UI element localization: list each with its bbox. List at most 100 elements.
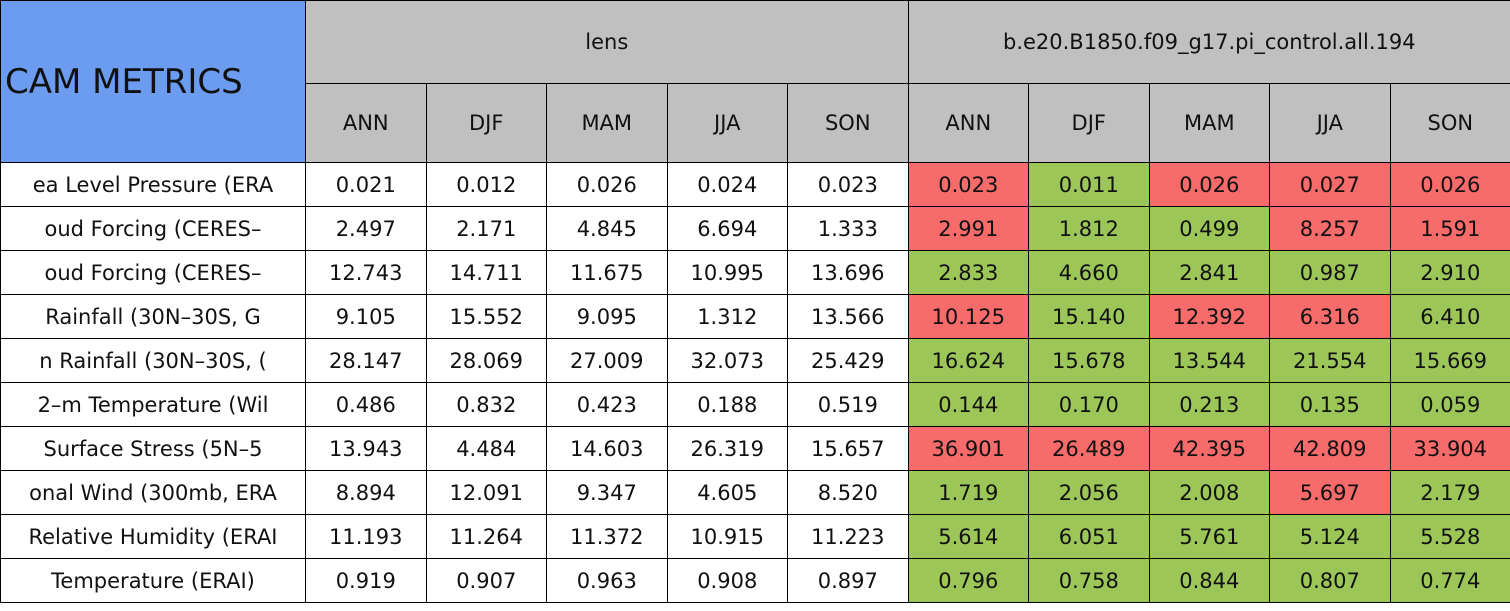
group-header: b.e20.B1850.f09_g17.pi_control.all.194 [907,0,1510,84]
metric-cell: 6.316 [1269,294,1391,339]
metric-cell: 9.095 [546,294,668,339]
metric-cell: 11.675 [546,250,668,295]
season-header: DJF [1028,83,1150,163]
metric-cell: 0.907 [425,558,547,603]
metric-cell: 15.552 [425,294,547,339]
metric-cell: 4.845 [546,206,668,251]
metric-cell: 0.832 [425,382,547,427]
metric-cell: 0.919 [305,558,427,603]
metric-cell: 0.987 [1269,250,1391,295]
metric-cell: 11.372 [546,514,668,559]
metric-cell: 6.694 [666,206,788,251]
metric-cell: 28.147 [305,338,427,383]
metric-cell: 2.179 [1389,470,1510,515]
season-header: ANN [305,83,427,163]
metric-cell: 4.660 [1028,250,1150,295]
metric-cell: 28.069 [425,338,547,383]
metric-cell: 0.758 [1028,558,1150,603]
metric-cell: 10.995 [666,250,788,295]
metric-cell: 0.423 [546,382,668,427]
metric-cell: 8.520 [787,470,909,515]
metric-cell: 4.484 [425,426,547,471]
table-row: Surface Stress (5N–5 13.943 4.484 14.603 26.… [0,426,1510,471]
metric-cell: 13.943 [305,426,427,471]
metric-cell: 2.056 [1028,470,1150,515]
metric-cell: 0.807 [1269,558,1391,603]
metric-cell: 13.696 [787,250,909,295]
metric-cell: 1.333 [787,206,909,251]
metric-cell: 0.023 [787,162,909,207]
metric-cell: 0.213 [1148,382,1271,427]
metric-cell: 0.499 [1148,206,1271,251]
metric-cell: 15.657 [787,426,909,471]
table-row: Temperature (ERAI) 0.919 0.907 0.963 0.908 0.… [0,558,1510,603]
metric-cell: 0.059 [1389,382,1510,427]
metric-cell: 9.347 [546,470,668,515]
metric-cell: 0.486 [305,382,427,427]
metric-cell: 2.910 [1389,250,1510,295]
row-label: 2–m Temperature (Wil [0,382,306,427]
row-label: Surface Stress (5N–5 [0,426,306,471]
season-header: JJA [1269,83,1391,163]
row-label: oud Forcing (CERES– [0,250,306,295]
metric-cell: 12.392 [1148,294,1271,339]
metric-cell: 8.257 [1269,206,1391,251]
metric-cell: 36.901 [907,426,1030,471]
metric-cell: 21.554 [1269,338,1391,383]
metric-cell: 15.669 [1389,338,1510,383]
metric-cell: 5.697 [1269,470,1391,515]
metric-cell: 33.904 [1389,426,1510,471]
metric-cell: 2.841 [1148,250,1271,295]
metric-cell: 0.897 [787,558,909,603]
table-row: ea Level Pressure (ERA 0.021 0.012 0.026 0.0… [0,162,1510,207]
metric-cell: 5.528 [1389,514,1510,559]
metric-cell: 16.624 [907,338,1030,383]
table-row: onal Wind (300mb, ERA 8.894 12.091 9.347 4.6… [0,470,1510,515]
metric-cell: 5.761 [1148,514,1271,559]
row-label: Temperature (ERAI) [0,558,306,603]
row-label: oud Forcing (CERES– [0,206,306,251]
metric-cell: 1.812 [1028,206,1150,251]
metric-cell: 11.193 [305,514,427,559]
table-row: n Rainfall (30N–30S, (28.147 28.069 27.009… [0,338,1510,383]
table-title: CAM METRICS [0,0,306,163]
metric-cell: 2.833 [907,250,1030,295]
metric-cell: 9.105 [305,294,427,339]
metric-cell: 0.135 [1269,382,1391,427]
metric-cell: 0.170 [1028,382,1150,427]
metric-cell: 0.963 [546,558,668,603]
metric-cell: 13.544 [1148,338,1271,383]
metric-cell: 5.614 [907,514,1030,559]
season-header: ANN [907,83,1030,163]
metric-cell: 27.009 [546,338,668,383]
metric-cell: 10.125 [907,294,1030,339]
row-label: onal Wind (300mb, ERA [0,470,306,515]
metric-cell: 0.024 [666,162,788,207]
season-header: MAM [1148,83,1271,163]
metric-cell: 0.011 [1028,162,1150,207]
metric-cell: 1.719 [907,470,1030,515]
metric-cell: 2.991 [907,206,1030,251]
season-header: MAM [546,83,668,163]
group-header: lens [305,0,909,84]
table-row: Relative Humidity (ERAI 11.193 11.264 11.37… [0,514,1510,559]
metric-cell: 2.171 [425,206,547,251]
metric-cell: 0.774 [1389,558,1510,603]
metric-cell: 15.678 [1028,338,1150,383]
metric-cell: 0.908 [666,558,788,603]
metric-cell: 42.809 [1269,426,1391,471]
table-row: 2–m Temperature (Wil 0.486 0.832 0.423 0.188… [0,382,1510,427]
table-row: Rainfall (30N–30S, G 9.105 15.552 9.095 1.31… [0,294,1510,339]
metric-cell: 14.711 [425,250,547,295]
row-label: ea Level Pressure (ERA [0,162,306,207]
season-header: SON [1389,83,1510,163]
metric-cell: 6.051 [1028,514,1150,559]
metric-cell: 11.264 [425,514,547,559]
table-row: oud Forcing (CERES– 12.743 14.711 11.675 10.… [0,250,1510,295]
metric-cell: 15.140 [1028,294,1150,339]
metric-cell: 11.223 [787,514,909,559]
metric-cell: 2.497 [305,206,427,251]
season-header: SON [787,83,909,163]
metric-cell: 0.012 [425,162,547,207]
